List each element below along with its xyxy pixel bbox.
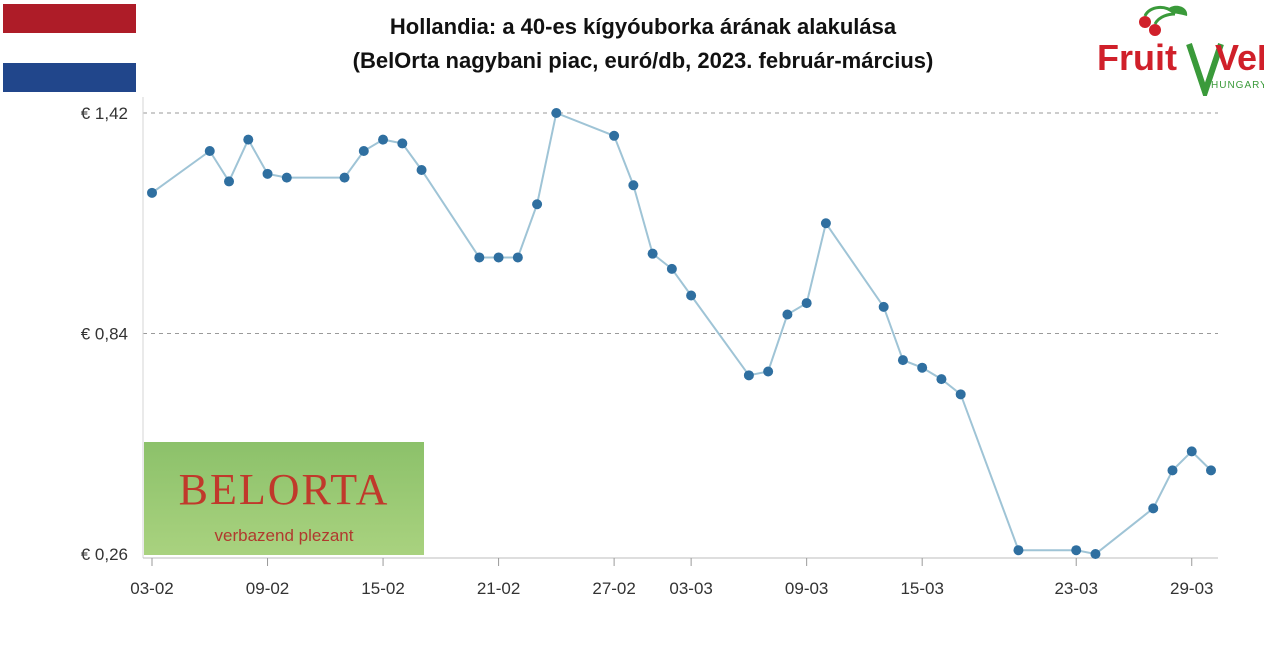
x-tick-label: 03-02 [130, 579, 173, 598]
data-point [1148, 503, 1159, 514]
x-tick-label: 09-03 [785, 579, 828, 598]
data-point [1206, 465, 1216, 476]
data-point [1186, 446, 1197, 457]
data-point [224, 176, 235, 187]
x-tick-label: 03-03 [669, 579, 712, 598]
x-tick-label: 15-03 [900, 579, 943, 598]
x-tick-label: 29-03 [1170, 579, 1213, 598]
flag-stripe-blue [3, 62, 136, 92]
data-point [609, 130, 620, 141]
data-point [897, 355, 908, 366]
data-point [281, 172, 292, 183]
y-tick-label: € 1,42 [81, 104, 128, 123]
fruitveb-text-left: Fruit [1097, 37, 1177, 78]
data-point [782, 309, 793, 320]
series-points [147, 108, 1216, 559]
x-tick-label: 21-02 [477, 579, 520, 598]
fruitveb-text-right: VeB [1215, 37, 1264, 78]
flag-stripe-red [3, 4, 136, 34]
data-point [936, 374, 947, 385]
data-point [532, 199, 543, 210]
data-point [820, 218, 831, 229]
data-point [397, 138, 408, 149]
data-point [647, 248, 658, 259]
data-point [1090, 549, 1101, 559]
y-tick-label: € 0,84 [81, 325, 128, 344]
data-point [743, 370, 754, 381]
data-point [628, 180, 639, 191]
belorta-brand: BELORTA [178, 465, 390, 514]
x-axis-ticks: 03-02 09-02 15-02 21-02 27-02 03-03 09-03 15-03… [130, 558, 1213, 598]
data-point [1013, 545, 1024, 556]
chart-title-line2: (BelOrta nagybani piac, euró/db, 2023. f… [352, 48, 934, 73]
y-axis-ticks: € 1,42 € 0,84 € 0,26 [81, 104, 128, 564]
chart-title-line1: Hollandia: a 40-es kígyóuborka árának al… [389, 14, 897, 39]
fruitveb-sub: HUNGARY [1211, 80, 1264, 91]
series-line [151, 111, 1212, 556]
data-point [686, 290, 697, 301]
fruitveb-logo: Fruit VeB HUNGARY [1097, 4, 1269, 102]
data-point [262, 168, 273, 179]
data-point [801, 298, 812, 309]
data-point [551, 108, 562, 118]
chart-title: Hollandia: a 40-es kígyóuborka árának al… [265, 4, 1021, 92]
netherlands-flag [3, 4, 136, 92]
x-tick-label: 23-03 [1054, 579, 1097, 598]
data-point [474, 252, 485, 263]
data-point [204, 146, 215, 157]
data-point [878, 301, 889, 312]
data-point [1071, 545, 1082, 556]
x-tick-label: 09-02 [246, 579, 289, 598]
data-point [358, 146, 369, 157]
belorta-logo: BELORTA verbazend plezant [144, 442, 424, 555]
data-point [666, 263, 677, 274]
data-point [955, 389, 966, 400]
data-point [1167, 465, 1178, 476]
flag-stripe-white [3, 33, 136, 63]
data-point [763, 366, 774, 377]
data-point [378, 134, 389, 145]
x-tick-label: 15-02 [361, 579, 404, 598]
data-point [243, 134, 254, 145]
belorta-tagline: verbazend plezant [214, 526, 354, 545]
data-point [147, 187, 157, 198]
y-tick-label: € 0,26 [81, 545, 128, 564]
x-tick-label: 27-02 [592, 579, 635, 598]
data-point [493, 252, 504, 263]
grid-lines [143, 112, 1218, 334]
data-point [917, 362, 928, 373]
data-point [339, 172, 350, 183]
data-point [512, 252, 523, 263]
data-point [416, 165, 427, 176]
